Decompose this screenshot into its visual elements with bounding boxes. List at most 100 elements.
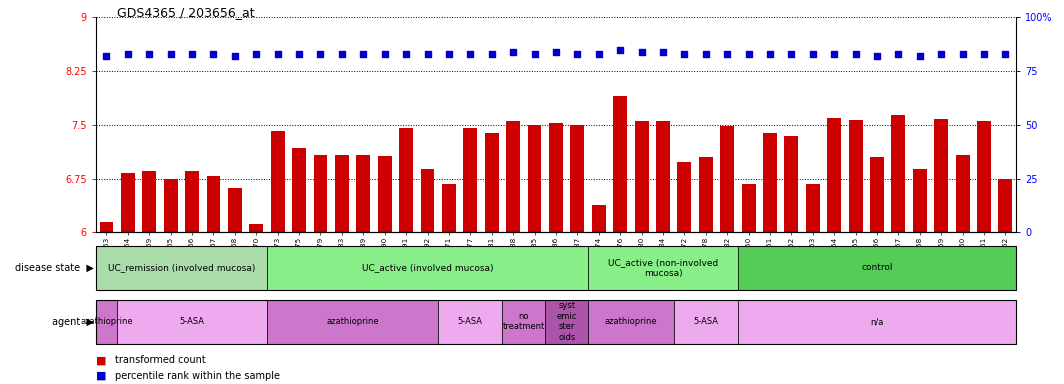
Bar bbox=[121, 173, 135, 232]
Bar bbox=[399, 128, 413, 232]
Point bbox=[248, 51, 265, 57]
Bar bbox=[613, 96, 627, 232]
Point bbox=[333, 51, 350, 57]
Bar bbox=[955, 155, 969, 232]
FancyBboxPatch shape bbox=[96, 246, 267, 290]
Point bbox=[911, 53, 928, 59]
Bar bbox=[570, 125, 584, 232]
Bar bbox=[742, 184, 755, 232]
Text: UC_active (involved mucosa): UC_active (involved mucosa) bbox=[362, 263, 494, 272]
Point bbox=[354, 51, 371, 57]
Bar bbox=[420, 169, 434, 232]
Point bbox=[933, 51, 950, 57]
Bar bbox=[998, 179, 1012, 232]
Bar bbox=[164, 179, 178, 232]
Point bbox=[997, 51, 1014, 57]
Text: 5-ASA: 5-ASA bbox=[694, 317, 718, 326]
FancyBboxPatch shape bbox=[588, 300, 674, 344]
Bar bbox=[870, 157, 884, 232]
Point bbox=[205, 51, 222, 57]
Point bbox=[184, 51, 201, 57]
Text: azathioprine: azathioprine bbox=[327, 317, 379, 326]
Bar bbox=[849, 120, 863, 232]
Bar bbox=[485, 133, 499, 232]
Point bbox=[676, 51, 693, 57]
Point bbox=[976, 51, 993, 57]
FancyBboxPatch shape bbox=[588, 246, 737, 290]
Text: agent  ▶: agent ▶ bbox=[52, 316, 94, 327]
Bar bbox=[528, 125, 542, 232]
Point bbox=[697, 51, 714, 57]
FancyBboxPatch shape bbox=[96, 300, 117, 344]
Text: transformed count: transformed count bbox=[115, 355, 205, 365]
Point bbox=[290, 51, 307, 57]
Text: ■: ■ bbox=[96, 355, 106, 365]
Point bbox=[119, 51, 136, 57]
Point bbox=[377, 51, 394, 57]
Bar bbox=[100, 222, 114, 232]
Point bbox=[718, 51, 735, 57]
Bar bbox=[314, 155, 328, 232]
Text: UC_remission (involved mucosa): UC_remission (involved mucosa) bbox=[107, 263, 255, 272]
Bar bbox=[143, 171, 156, 232]
Text: percentile rank within the sample: percentile rank within the sample bbox=[115, 371, 280, 381]
Text: disease state  ▶: disease state ▶ bbox=[15, 263, 94, 273]
Point bbox=[312, 51, 329, 57]
Point bbox=[526, 51, 543, 57]
Bar bbox=[699, 157, 713, 232]
Point bbox=[741, 51, 758, 57]
Bar bbox=[442, 184, 455, 232]
Text: n/a: n/a bbox=[870, 317, 884, 326]
Text: ■: ■ bbox=[96, 371, 106, 381]
Bar bbox=[506, 121, 520, 232]
Bar bbox=[463, 128, 478, 232]
Point bbox=[954, 51, 971, 57]
Bar bbox=[784, 136, 798, 232]
Bar bbox=[934, 119, 948, 232]
Bar bbox=[763, 133, 777, 232]
FancyBboxPatch shape bbox=[674, 300, 737, 344]
Bar bbox=[827, 118, 842, 232]
Point bbox=[227, 53, 244, 59]
Bar bbox=[378, 156, 392, 232]
Point bbox=[826, 51, 843, 57]
Point bbox=[633, 49, 650, 55]
Bar bbox=[892, 116, 905, 232]
Bar bbox=[185, 171, 199, 232]
Point bbox=[504, 49, 521, 55]
Bar bbox=[656, 121, 670, 232]
Text: azathioprine: azathioprine bbox=[80, 317, 133, 326]
FancyBboxPatch shape bbox=[267, 246, 588, 290]
Bar bbox=[228, 188, 242, 232]
Bar bbox=[270, 131, 285, 232]
Bar bbox=[634, 121, 649, 232]
Text: 5-ASA: 5-ASA bbox=[458, 317, 483, 326]
Point bbox=[868, 53, 885, 59]
Bar bbox=[335, 155, 349, 232]
Point bbox=[419, 51, 436, 57]
FancyBboxPatch shape bbox=[438, 300, 502, 344]
Point bbox=[462, 51, 479, 57]
Bar bbox=[720, 126, 734, 232]
FancyBboxPatch shape bbox=[737, 246, 1016, 290]
Point bbox=[398, 51, 415, 57]
FancyBboxPatch shape bbox=[117, 300, 267, 344]
FancyBboxPatch shape bbox=[545, 300, 588, 344]
FancyBboxPatch shape bbox=[502, 300, 545, 344]
Point bbox=[591, 51, 608, 57]
Point bbox=[890, 51, 907, 57]
Bar bbox=[678, 162, 692, 232]
Text: control: control bbox=[861, 263, 893, 272]
Text: 5-ASA: 5-ASA bbox=[180, 317, 204, 326]
Point bbox=[440, 51, 458, 57]
Text: GDS4365 / 203656_at: GDS4365 / 203656_at bbox=[117, 6, 254, 19]
Point bbox=[569, 51, 586, 57]
Point bbox=[654, 49, 671, 55]
Text: UC_active (non-involved
mucosa): UC_active (non-involved mucosa) bbox=[608, 258, 718, 278]
Text: no
treatment: no treatment bbox=[502, 312, 545, 331]
FancyBboxPatch shape bbox=[737, 300, 1016, 344]
Bar bbox=[249, 224, 263, 232]
Point bbox=[847, 51, 864, 57]
Point bbox=[783, 51, 800, 57]
Bar bbox=[206, 176, 220, 232]
